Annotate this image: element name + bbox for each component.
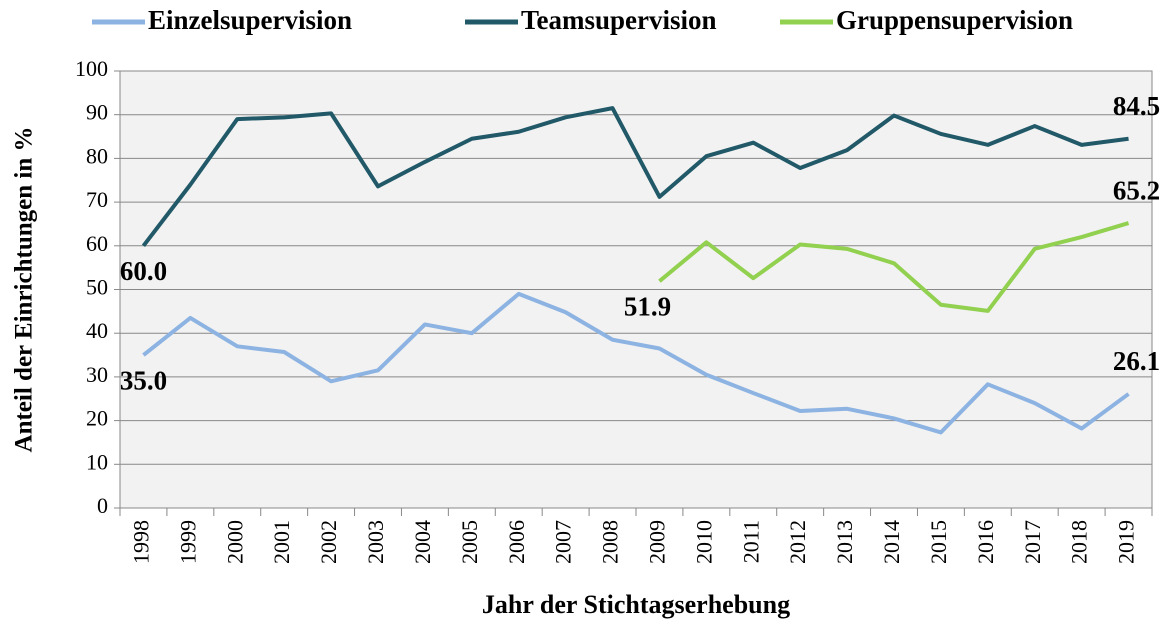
data-label: 26.1 (1113, 346, 1160, 376)
legend-label: Teamsupervision (521, 5, 717, 35)
series-line (658, 221, 1130, 313)
y-axis-label: Anteil der Einrichtungen in % (11, 127, 38, 453)
series-line (142, 291, 1130, 435)
y-tick-label: 50 (86, 275, 108, 300)
y-tick-label: 70 (86, 187, 108, 212)
y-tick-label: 10 (86, 449, 108, 474)
x-tick-label: 2008 (598, 520, 623, 564)
x-tick-label: 2010 (691, 520, 716, 564)
y-tick-label: 40 (86, 318, 108, 343)
y-tick-label: 20 (86, 406, 108, 431)
x-tick-label: 2004 (410, 520, 435, 564)
x-tick-label: 2006 (504, 520, 529, 564)
data-label: 65.2 (1113, 175, 1160, 205)
x-tick-label: 2012 (785, 520, 810, 564)
x-tick-label: 1999 (175, 520, 200, 564)
y-tick-label: 80 (86, 143, 108, 168)
x-tick-label: 2014 (879, 520, 904, 564)
x-tick-label: 2018 (1067, 520, 1092, 564)
x-tick-label: 2017 (1020, 520, 1045, 564)
x-tick-label: 2009 (645, 520, 670, 564)
y-tick-label: 90 (86, 100, 108, 125)
y-tick-label: 60 (86, 231, 108, 256)
series-line (141, 106, 1129, 248)
x-tick-label: 2007 (551, 520, 576, 564)
x-tick-label: 2013 (832, 520, 857, 564)
data-label: 51.9 (624, 291, 671, 321)
x-tick-label: 2016 (973, 520, 998, 564)
data-label: 84.5 (1113, 91, 1160, 121)
x-tick-label: 2000 (222, 520, 247, 564)
x-axis-label: Jahr der Stichtagserhebung (482, 590, 790, 619)
data-label: 35.0 (120, 365, 167, 395)
y-tick-label: 30 (86, 362, 108, 387)
legend-label: Einzelsupervision (148, 5, 352, 35)
y-tick-label: 100 (75, 56, 108, 81)
x-tick-label: 2002 (316, 520, 341, 564)
x-tick-label: 1998 (129, 520, 154, 564)
x-tick-label: 2001 (269, 520, 294, 564)
x-tick-label: 2005 (457, 520, 482, 564)
data-label: 60.0 (120, 256, 167, 286)
x-tick-label: 2011 (738, 520, 763, 563)
y-tick-label: 0 (97, 493, 108, 518)
x-tick-label: 2019 (1114, 520, 1139, 564)
x-tick-label: 2003 (363, 520, 388, 564)
x-tick-label: 2015 (926, 520, 951, 564)
legend-label: Gruppensupervision (836, 5, 1073, 35)
